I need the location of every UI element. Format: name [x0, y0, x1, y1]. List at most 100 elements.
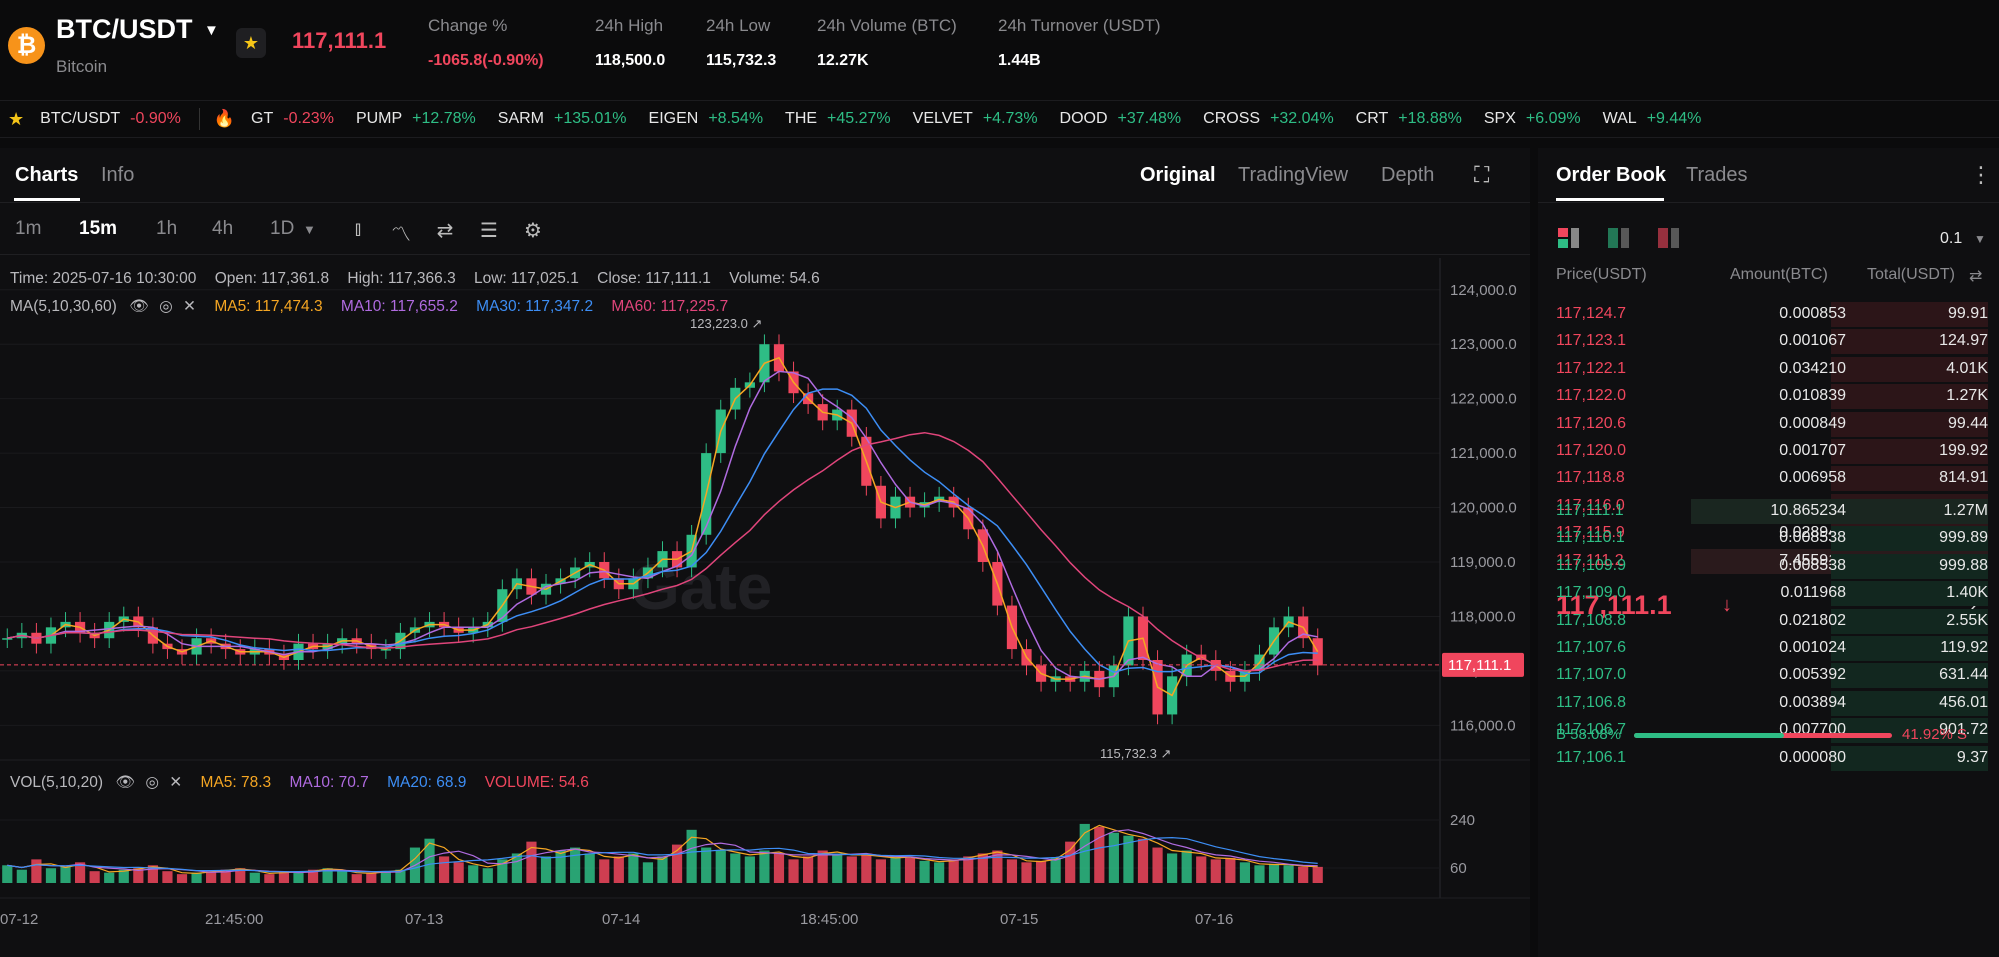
- volume-bar: [1137, 838, 1149, 883]
- ticker-item[interactable]: THE +45.27%: [785, 110, 891, 128]
- ticker-item[interactable]: EIGEN +8.54%: [649, 110, 764, 128]
- close-icon[interactable]: ✕: [169, 774, 183, 791]
- ticker-item[interactable]: SPX +6.09%: [1484, 110, 1581, 128]
- order-amount: 0.008538: [1779, 556, 1846, 574]
- precision-select[interactable]: 0.1: [1940, 230, 1963, 247]
- view-both-icon[interactable]: [1558, 228, 1582, 248]
- candle-type-icon[interactable]: ⫾: [354, 218, 362, 240]
- order-row[interactable]: 117,122.1 0.034210 4.01K: [1538, 356, 1988, 383]
- settings-icon[interactable]: ⚙: [524, 220, 542, 242]
- ticker-item[interactable]: GT -0.23%: [251, 110, 334, 128]
- order-row[interactable]: 117,109.0 0.011968 1.40K: [1538, 580, 1988, 607]
- volume-bar: [1065, 841, 1076, 883]
- view-depth[interactable]: Depth: [1381, 164, 1435, 186]
- order-row[interactable]: 117,106.7 0.007700 901.72: [1538, 717, 1988, 744]
- ticker-symbol: BTC/USDT: [40, 110, 121, 127]
- stat-turnover-label: 24h Turnover (USDT): [998, 16, 1161, 35]
- volume-bar: [118, 869, 129, 883]
- timeframe-4h[interactable]: 4h: [212, 218, 234, 239]
- timeframe-15m[interactable]: 15m: [79, 218, 118, 239]
- list-icon[interactable]: ☰: [480, 220, 498, 242]
- order-row[interactable]: 117,124.7 0.000853 99.91: [1538, 301, 1988, 328]
- order-row[interactable]: 117,110.1 0.008538 999.89: [1538, 525, 1988, 552]
- ticker-symbol: CROSS: [1203, 110, 1261, 127]
- order-row[interactable]: 117,109.9 0.008538 999.88: [1538, 553, 1988, 580]
- favorite-star-icon[interactable]: ★: [236, 28, 266, 58]
- volume-bar: [803, 856, 814, 883]
- volume-bar: [599, 859, 610, 883]
- ticker-item[interactable]: VELVET +4.73%: [913, 110, 1038, 128]
- close-icon[interactable]: ✕: [183, 298, 196, 315]
- settings-small-icon[interactable]: ◎: [145, 774, 159, 791]
- timeframe-1d[interactable]: 1D: [270, 218, 295, 239]
- ob-header-total[interactable]: Total(USDT): [1867, 266, 1956, 283]
- order-amount: 10.865234: [1770, 502, 1846, 519]
- precision-caret-icon[interactable]: ▼: [1974, 232, 1986, 246]
- order-row[interactable]: 117,107.6 0.001024 119.92: [1538, 635, 1988, 662]
- ob-header-amount: Amount(BTC): [1730, 266, 1828, 283]
- indicators-icon[interactable]: 〽: [391, 224, 411, 246]
- candle-body: [1312, 638, 1323, 666]
- ohlc-low: Low: 117,025.1: [474, 270, 579, 287]
- order-row[interactable]: 117,108.8 0.021802 2.55K: [1538, 608, 1988, 635]
- ticker-change: +135.01%: [554, 110, 627, 127]
- volume-bar: [788, 859, 799, 883]
- order-row[interactable]: 117,123.1 0.001067 124.97: [1538, 328, 1988, 355]
- settings-small-icon[interactable]: ◎: [159, 298, 173, 315]
- order-amount: 0.000080: [1779, 748, 1846, 766]
- pair-selector[interactable]: BTC/USDT: [56, 14, 193, 44]
- eye-icon[interactable]: 👁: [129, 298, 149, 315]
- order-row[interactable]: 117,122.0 0.010839 1.27K: [1538, 383, 1988, 410]
- order-row[interactable]: 117,111.1 10.865234 1.27M: [1538, 498, 1988, 525]
- order-row[interactable]: 117,120.0 0.001707 199.92: [1538, 438, 1988, 465]
- tab-order-book[interactable]: Order Book: [1556, 164, 1667, 186]
- fullscreen-icon[interactable]: ⛶: [1474, 162, 1490, 187]
- swap-icon[interactable]: ⇄: [1969, 268, 1983, 285]
- volume-bar: [744, 856, 755, 883]
- ticker-item[interactable]: CROSS +32.04%: [1203, 110, 1334, 128]
- order-row[interactable]: 117,107.0 0.005392 631.44: [1538, 662, 1988, 689]
- order-total: 119.92: [1940, 639, 1988, 656]
- tab-trades[interactable]: Trades: [1686, 164, 1748, 186]
- timeframe-1m[interactable]: 1m: [15, 218, 42, 239]
- ticker-item[interactable]: PUMP +12.78%: [356, 110, 476, 128]
- volume-bar: [555, 850, 566, 883]
- ticker-item[interactable]: CRT +18.88%: [1356, 110, 1462, 128]
- ticker-symbol: GT: [251, 110, 274, 127]
- favorites-star-icon[interactable]: ★: [8, 108, 25, 129]
- order-row[interactable]: 117,106.1 0.000080 9.37: [1538, 745, 1988, 772]
- vol-ma10-value: MA10: 70.7: [289, 774, 369, 791]
- ticker-item[interactable]: DOOD +37.48%: [1060, 110, 1182, 128]
- depth-bar: [1691, 499, 1988, 524]
- view-bids-icon[interactable]: [1608, 228, 1632, 248]
- price-chart[interactable]: 124,000.0 123,000.0 122,000.0 121,000.0 120,…: [0, 258, 1530, 957]
- ticker-item[interactable]: WAL +9.44%: [1603, 110, 1702, 128]
- order-amount: 0.001067: [1779, 332, 1846, 350]
- order-row[interactable]: 117,120.6 0.000849 99.44: [1538, 411, 1988, 438]
- tab-charts[interactable]: Charts: [15, 164, 79, 186]
- compare-icon[interactable]: ⇄: [436, 220, 454, 242]
- volume-bar: [963, 856, 974, 883]
- volume-bar: [919, 860, 930, 883]
- caret-down-icon[interactable]: ▼: [204, 22, 219, 39]
- order-row[interactable]: 117,106.8 0.003894 456.01: [1538, 690, 1988, 717]
- view-original[interactable]: Original: [1140, 164, 1216, 186]
- ticker-item[interactable]: BTC/USDT -0.90%: [40, 110, 181, 128]
- stat-change-value: -1065.8(-0.90%): [428, 52, 544, 69]
- ticker-item[interactable]: SARM +135.01%: [498, 110, 627, 128]
- tab-info[interactable]: Info: [101, 164, 135, 186]
- view-tradingview[interactable]: TradingView: [1238, 164, 1349, 186]
- volume-bar: [759, 850, 770, 883]
- volume-bar: [904, 857, 916, 883]
- more-vert-icon[interactable]: ⋮: [1970, 162, 1992, 187]
- view-asks-icon[interactable]: [1658, 228, 1682, 248]
- timeframe-1h[interactable]: 1h: [156, 218, 178, 239]
- timeframe-caret-icon[interactable]: ▼: [303, 222, 316, 237]
- ob-tabs-divider: [1538, 202, 1999, 203]
- order-total: 4.01K: [1946, 359, 1988, 377]
- order-total: 999.89: [1939, 529, 1988, 547]
- volume-bar: [31, 859, 42, 883]
- tabs-divider: [0, 202, 1530, 203]
- eye-icon[interactable]: 👁: [115, 774, 136, 791]
- order-row[interactable]: 117,118.8 0.006958 814.91: [1538, 465, 1988, 492]
